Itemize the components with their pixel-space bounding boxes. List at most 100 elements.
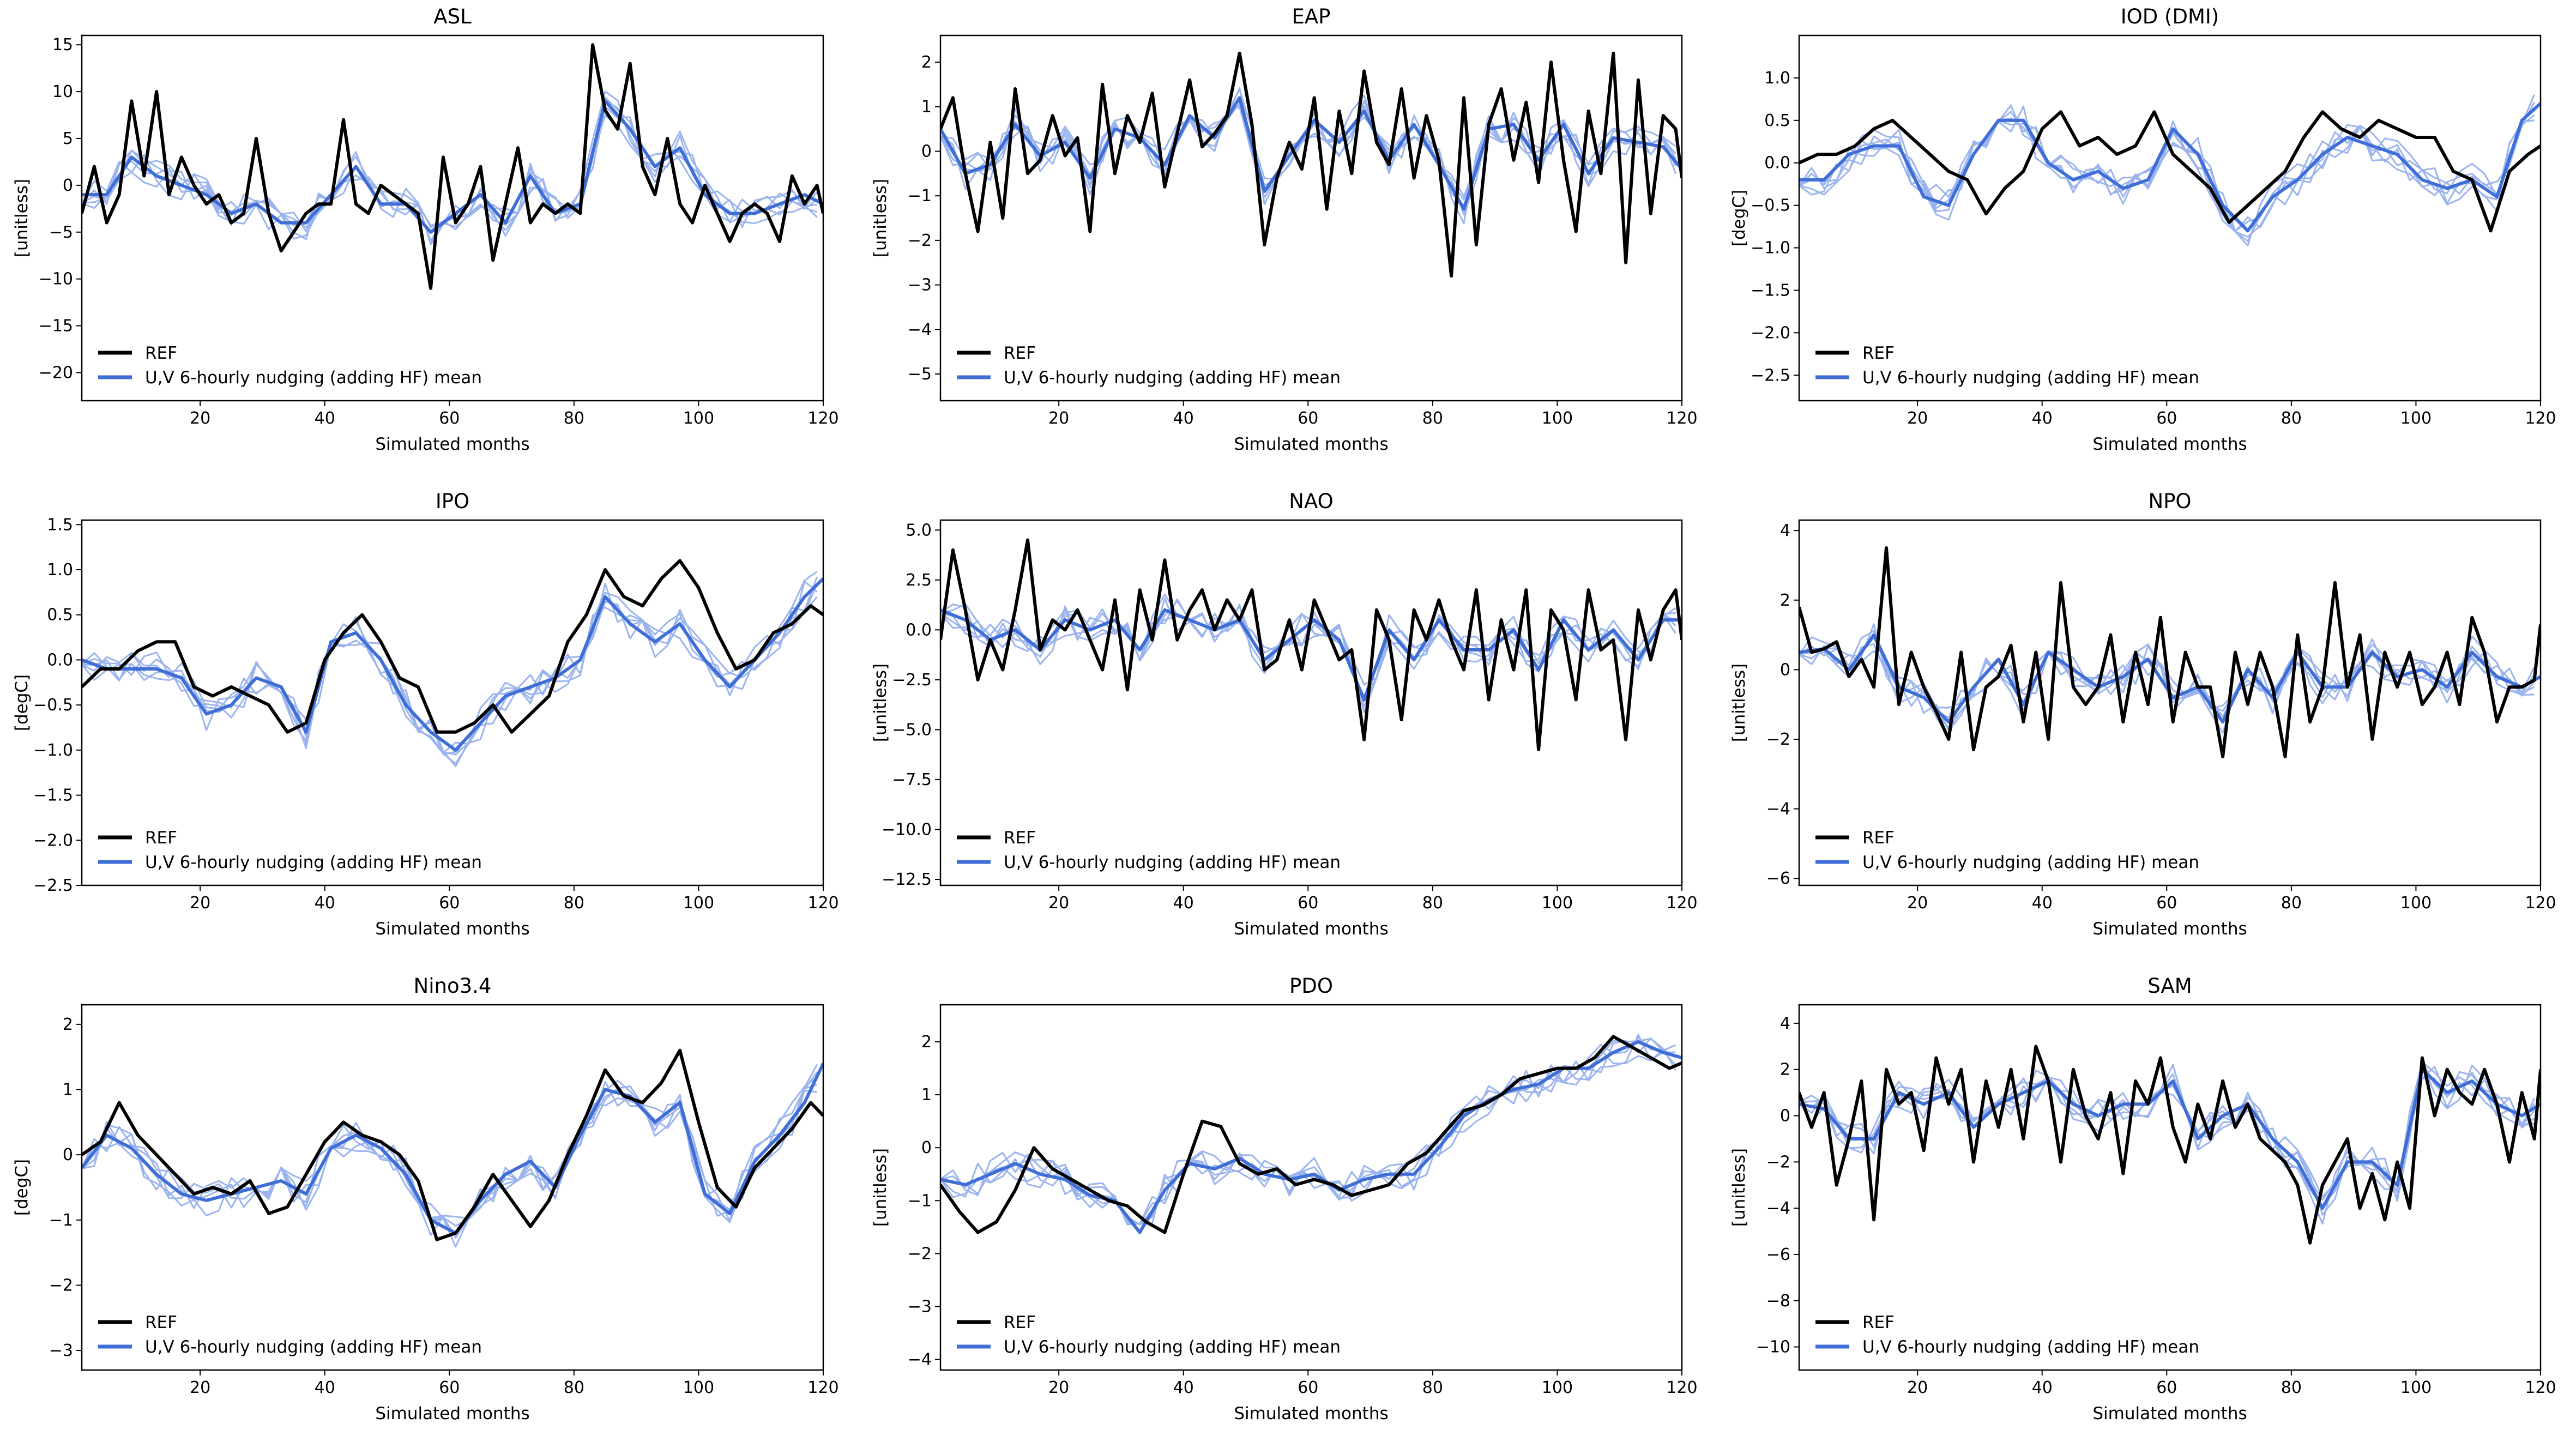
y-tick-label: 1.5 — [47, 515, 73, 534]
y-tick-label: 0 — [921, 142, 932, 161]
y-tick-label: −0.5 — [33, 696, 73, 715]
x-axis-label: Simulated months — [2092, 1404, 2247, 1423]
x-tick-label: 20 — [190, 894, 210, 913]
y-tick-label: 2 — [63, 1015, 73, 1034]
x-tick-label: 120 — [1666, 1378, 1697, 1397]
y-tick-label: −2.0 — [33, 831, 73, 850]
x-tick-label: 100 — [683, 409, 714, 428]
legend-ref-label: REF — [145, 343, 177, 363]
x-axis-label: Simulated months — [1234, 919, 1388, 939]
x-tick-label: 80 — [2281, 409, 2302, 428]
x-tick-label: 120 — [1666, 894, 1697, 913]
y-tick-label: 0.0 — [906, 620, 932, 639]
ensemble-members — [82, 571, 818, 768]
y-tick-label: −5 — [908, 365, 932, 384]
chart-title: ASL — [433, 5, 472, 28]
x-tick-label: 40 — [315, 1378, 335, 1397]
legend-ref-label: REF — [1004, 1313, 1036, 1332]
y-tick-label: −15 — [39, 317, 73, 336]
x-tick-label: 80 — [564, 894, 584, 913]
y-tick-label: −8 — [1766, 1292, 1790, 1311]
y-axis-label: [degC] — [12, 1159, 32, 1216]
x-tick-label: 20 — [1907, 1378, 1928, 1397]
y-tick-label: 15 — [52, 35, 73, 55]
x-tick-label: 100 — [1542, 894, 1573, 913]
legend-ref-label: REF — [1004, 828, 1036, 848]
x-tick-label: 40 — [2032, 1378, 2053, 1397]
plot-frame — [81, 519, 824, 886]
x-tick-label: 60 — [1298, 409, 1318, 428]
y-tick-label: −1.5 — [1751, 281, 1790, 300]
ensemble-members — [940, 593, 1676, 713]
x-tick-label: 80 — [1422, 894, 1443, 913]
panel-eap: EAP 20 40 60 80 100 120 2 1 0 −1 −2 −3 −4 −5 Simulated … — [859, 0, 1717, 485]
ref-line — [82, 1048, 823, 1241]
member-line — [82, 1081, 818, 1227]
mean-line — [1799, 633, 2541, 724]
legend-mean-label: U,V 6-hourly nudging (adding HF) mean — [145, 853, 482, 872]
plot-frame — [1798, 34, 2542, 402]
y-tick-label: 2 — [1780, 1060, 1790, 1079]
x-tick-label: 120 — [2525, 409, 2556, 428]
member-line — [82, 571, 818, 756]
x-tick-label: 40 — [315, 894, 335, 913]
y-tick-label: −1 — [908, 1191, 932, 1210]
y-tick-label: 0.0 — [1764, 154, 1790, 173]
chart-svg: PDO 20 40 60 80 100 120 2 1 0 −1 −2 −3 −4 Simulated mo… — [871, 974, 1698, 1423]
chart-svg: EAP 20 40 60 80 100 120 2 1 0 −1 −2 −3 −4 −5 Simulated … — [871, 5, 1698, 454]
y-tick-label: −2 — [908, 1244, 932, 1263]
legend: REF U,V 6-hourly nudging (adding HF) mean — [98, 1313, 482, 1357]
y-tick-label: −7.5 — [892, 770, 932, 789]
x-tick-label: 40 — [1173, 1378, 1194, 1397]
y-tick-label: −2 — [908, 231, 932, 250]
x-tick-label: 20 — [1907, 894, 1928, 913]
y-tick-label: −2 — [49, 1276, 73, 1295]
y-tick-label: 2 — [921, 53, 932, 72]
y-tick-label: −4 — [908, 320, 932, 339]
y-tick-label: 1.0 — [1764, 69, 1790, 88]
ref-line — [1799, 1045, 2541, 1245]
x-tick-label: 60 — [1298, 1378, 1318, 1397]
x-tick-label: 120 — [2525, 1378, 2556, 1397]
legend-ref-label: REF — [1862, 1313, 1895, 1332]
y-tick-label: −0.5 — [1751, 196, 1790, 215]
legend-mean-label: U,V 6-hourly nudging (adding HF) mean — [1004, 368, 1341, 388]
y-tick-label: −2 — [1766, 1153, 1790, 1172]
legend-ref-label: REF — [1862, 343, 1895, 363]
mean-line — [940, 96, 1682, 211]
x-tick-label: 20 — [190, 409, 210, 428]
member-line — [940, 94, 1677, 197]
chart-svg: NAO 20 40 60 80 100 120 5.0 2.5 0.0 −2.5 −5.0 −7.5 −1… — [871, 490, 1698, 939]
chart-svg: ASL 20 40 60 80 100 120 15 10 5 0 −5 −10 −15 −20 Simula… — [12, 5, 839, 454]
y-tick-label: 0.5 — [47, 606, 73, 625]
x-tick-label: 60 — [2156, 409, 2177, 428]
chart-title: Nino3.4 — [414, 974, 492, 998]
y-tick-label: 0.5 — [1764, 111, 1790, 130]
x-axis-label: Simulated months — [1234, 1404, 1388, 1423]
x-tick-label: 100 — [2400, 894, 2432, 913]
mean-line — [940, 608, 1682, 702]
member-line — [82, 1071, 818, 1239]
legend-ref-label: REF — [1004, 343, 1036, 363]
y-tick-label: −2.0 — [1751, 323, 1790, 342]
plot-frame — [1798, 519, 2542, 886]
x-tick-label: 120 — [2525, 894, 2556, 913]
y-tick-label: −4 — [1766, 1199, 1790, 1218]
x-tick-label: 80 — [1422, 409, 1443, 428]
x-tick-label: 60 — [439, 894, 460, 913]
legend-mean-label: U,V 6-hourly nudging (adding HF) mean — [1862, 368, 2199, 388]
y-tick-label: 0 — [63, 1145, 73, 1165]
member-line — [940, 1048, 1676, 1225]
y-tick-label: −10.0 — [882, 820, 932, 839]
x-tick-label: 60 — [1298, 894, 1318, 913]
legend-mean-label: U,V 6-hourly nudging (adding HF) mean — [145, 1337, 482, 1357]
plot-frame — [1798, 1004, 2542, 1371]
y-tick-label: −5 — [49, 223, 73, 242]
y-tick-label: −6 — [1766, 869, 1790, 888]
y-tick-label: −10 — [39, 270, 73, 289]
plot-frame — [81, 34, 824, 402]
x-tick-label: 60 — [2156, 894, 2177, 913]
y-axis-label: [unitless] — [871, 179, 890, 257]
